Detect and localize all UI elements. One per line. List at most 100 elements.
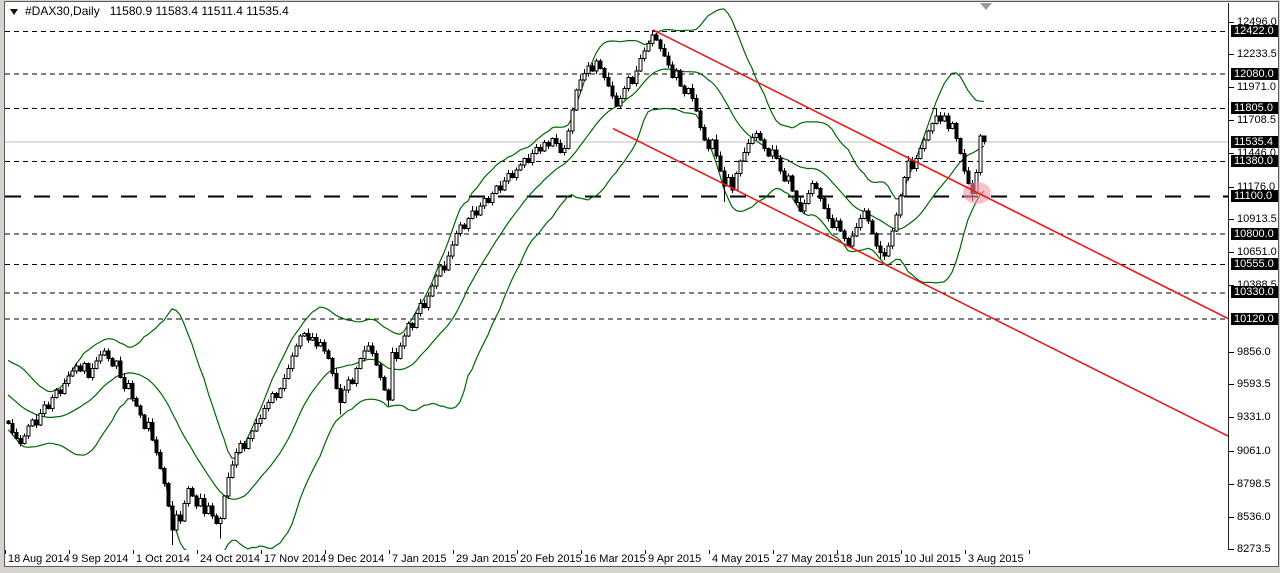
bear-candle: [474, 210, 479, 216]
bear-candle: [510, 173, 515, 178]
bear-candle: [614, 95, 619, 107]
bull-candle: [466, 218, 471, 229]
bear-candle: [822, 198, 827, 209]
bear-candle: [838, 220, 843, 232]
date-tick-label: 9 Sep 2014: [72, 553, 129, 565]
price-tick-label: 8536.0: [1237, 511, 1271, 523]
current-price-label: 11535.4: [1231, 136, 1278, 148]
bear-candle: [86, 363, 91, 378]
bear-candle: [10, 423, 15, 433]
bear-candle: [314, 336, 319, 347]
price-tick: [1229, 187, 1234, 188]
bull-candle: [398, 345, 403, 359]
date-tick-label: 9 Dec 2014: [328, 553, 385, 565]
symbol-dropdown-icon[interactable]: [10, 9, 18, 15]
price-level-label: 11805.0: [1231, 102, 1278, 114]
bear-candle: [662, 48, 667, 57]
bear-candle: [966, 170, 971, 184]
bull-candle: [82, 363, 87, 372]
bull-candle: [198, 498, 203, 507]
bull-candle: [94, 360, 99, 369]
bull-candle: [362, 350, 367, 359]
bull-candle: [30, 419, 35, 427]
price-tick-label: 10913.5: [1237, 213, 1277, 225]
bull-candle: [638, 58, 643, 72]
price-tick-label: 9061.0: [1237, 445, 1271, 457]
price-tick: [1229, 153, 1234, 154]
price-level-label: 12080.0: [1231, 68, 1278, 80]
bear-candle: [758, 133, 763, 141]
bull-candle: [114, 360, 119, 367]
bull-candle: [622, 88, 627, 99]
bull-candle: [738, 160, 743, 174]
price-tick: [1229, 384, 1234, 385]
bear-candle: [866, 210, 871, 222]
bull-candle: [518, 164, 523, 171]
price-tick-label: 8798.5: [1237, 478, 1271, 490]
bear-candle: [794, 190, 799, 203]
bear-candle: [410, 323, 415, 328]
price-tick-label: 11971.0: [1237, 81, 1276, 93]
bull-candle: [646, 43, 651, 52]
bull-candle: [406, 323, 411, 337]
bull-candle: [470, 210, 475, 219]
price-tick: [1229, 285, 1234, 286]
bull-candle: [250, 430, 255, 439]
bull-candle: [402, 335, 407, 347]
bull-candle: [226, 476, 231, 497]
bull-candle: [726, 176, 731, 187]
bull-candle: [366, 345, 371, 352]
bull-candle: [38, 413, 43, 426]
bull-candle: [806, 193, 811, 204]
bull-candle: [618, 98, 623, 107]
price-tick: [1229, 417, 1234, 418]
bear-candle: [162, 468, 167, 484]
bear-candle: [150, 421, 155, 441]
bull-candle: [298, 335, 303, 347]
bear-candle: [210, 505, 215, 517]
price-chart[interactable]: [5, 3, 1228, 550]
price-tick-label: 9331.0: [1237, 411, 1271, 423]
bear-candle: [842, 230, 847, 239]
bear-candle: [334, 373, 339, 389]
price-tick: [1229, 517, 1234, 518]
bear-candle: [306, 333, 311, 341]
bull-candle: [26, 425, 31, 437]
bear-candle: [190, 488, 195, 497]
splitter-grip-icon[interactable]: [980, 3, 992, 10]
bull-candle: [54, 389, 59, 398]
bull-candle: [286, 368, 291, 379]
bear-candle: [110, 358, 115, 367]
bear-candle: [602, 68, 607, 78]
bear-candle: [46, 404, 51, 410]
bear-candle: [142, 414, 147, 430]
bear-candle: [154, 439, 159, 453]
date-tick: [965, 550, 966, 554]
bear-candle: [330, 358, 335, 374]
date-tick-label: 4 May 2015: [712, 553, 770, 565]
bull-candle: [494, 185, 499, 194]
bull-candle: [222, 495, 227, 519]
bear-candle: [658, 39, 663, 50]
bull-candle: [478, 205, 483, 216]
bollinger-band-line: [7, 68, 985, 500]
bull-candle: [926, 130, 931, 141]
bull-candle: [502, 180, 507, 191]
trend-line: [612, 127, 1228, 437]
bear-candle: [166, 483, 171, 507]
price-level-label: 12422.0: [1231, 25, 1278, 37]
bear-candle: [938, 115, 943, 122]
date-tick-label: 7 Jan 2015: [392, 553, 447, 565]
bear-candle: [790, 175, 795, 192]
bull-candle: [358, 358, 363, 369]
date-tick-label: 1 Oct 2014: [136, 553, 190, 565]
bull-candle: [490, 193, 495, 203]
date-tick-label: 3 Aug 2015: [968, 553, 1024, 565]
date-tick: [5, 550, 6, 554]
bull-candle: [634, 70, 639, 84]
chart-plot[interactable]: [5, 3, 1229, 551]
bull-candle: [786, 175, 791, 182]
bear-candle: [6, 420, 11, 424]
bull-candle: [626, 76, 631, 90]
